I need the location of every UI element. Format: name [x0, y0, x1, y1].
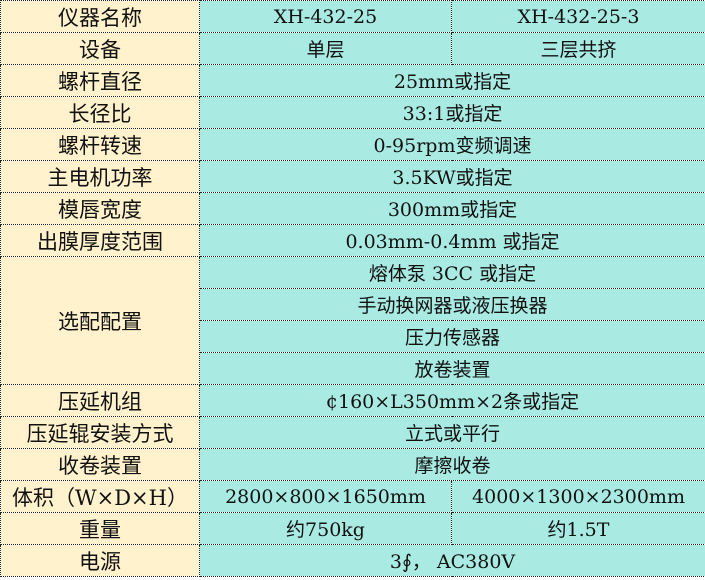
- table-row: 主电机功率 3.5KW或指定: [0, 160, 705, 193]
- table-row: 出膜厚度范围 0.03mm-0.4mm 或指定: [0, 224, 705, 257]
- row-label: 主电机功率: [0, 160, 200, 193]
- cell-value: 33:1或指定: [199, 96, 705, 129]
- cell-value: 放卷装置: [199, 352, 705, 385]
- cell-value: ¢160×L350mm×2条或指定: [199, 384, 705, 417]
- cell-value: 三层共挤: [451, 32, 705, 65]
- cell-value: 立式或平行: [199, 416, 705, 449]
- cell-value: 25mm或指定: [199, 64, 705, 97]
- row-label: 螺杆转速: [0, 128, 200, 161]
- cell-value: 300mm或指定: [199, 192, 705, 225]
- cell-value: 摩擦收卷: [199, 448, 705, 481]
- table-row: 电源 3∮， AC380V: [0, 544, 705, 577]
- row-label: 收卷装置: [0, 448, 200, 481]
- table-row: 选配配置 熔体泵 3CC 或指定: [0, 256, 705, 385]
- table-row: 螺杆转速 0-95rpm变频调速: [0, 128, 705, 161]
- row-label: 长径比: [0, 96, 200, 129]
- table-row: 长径比 33:1或指定: [0, 96, 705, 129]
- row-label: 螺杆直径: [0, 64, 200, 97]
- table-row: 设备 单层 三层共挤: [0, 32, 705, 65]
- cell-value: 0.03mm-0.4mm 或指定: [199, 224, 705, 257]
- row-label: 模唇宽度: [0, 192, 200, 225]
- table-row: 压延机组 ¢160×L350mm×2条或指定: [0, 384, 705, 417]
- table-row: 模唇宽度 300mm或指定: [0, 192, 705, 225]
- table-row: 仪器名称 XH-432-25 XH-432-25-3: [0, 0, 705, 33]
- cell-value: XH-432-25: [199, 0, 452, 33]
- row-label: 出膜厚度范围: [0, 224, 200, 257]
- row-label: 电源: [0, 544, 200, 577]
- row-label: 体积（W×D×H）: [0, 480, 200, 513]
- cell-value: 3∮， AC380V: [199, 544, 705, 577]
- table-row: 压延辊安装方式 立式或平行: [0, 416, 705, 449]
- cell-value: 3.5KW或指定: [199, 160, 705, 193]
- table-row: 螺杆直径 25mm或指定: [0, 64, 705, 97]
- cell-value: 0-95rpm变频调速: [199, 128, 705, 161]
- row-label: 设备: [0, 32, 200, 65]
- cell-value: 约750kg: [199, 512, 452, 545]
- table-row: 收卷装置 摩擦收卷: [0, 448, 705, 481]
- row-label: 仪器名称: [0, 0, 200, 33]
- table-row: 手动换网器或液压换器: [1, 288, 705, 321]
- row-label: 选配配置: [0, 256, 200, 385]
- cell-value: 约1.5T: [451, 512, 705, 545]
- cell-value: XH-432-25-3: [451, 0, 705, 33]
- cell-value: 2800×800×1650mm: [199, 480, 452, 513]
- cell-value: 单层: [199, 32, 452, 65]
- table-row: 体积（W×D×H） 2800×800×1650mm 4000×1300×2300mm: [0, 480, 705, 513]
- cell-value: 熔体泵 3CC 或指定: [199, 256, 705, 289]
- cell-value: 压力传感器: [199, 320, 705, 353]
- cell-value: 4000×1300×2300mm: [451, 480, 705, 513]
- row-label: 压延辊安装方式: [0, 416, 200, 449]
- row-label: 压延机组: [0, 384, 200, 417]
- table-row: 重量 约750kg 约1.5T: [0, 512, 705, 545]
- row-label: 重量: [0, 512, 200, 545]
- cell-value: 手动换网器或液压换器: [199, 288, 705, 321]
